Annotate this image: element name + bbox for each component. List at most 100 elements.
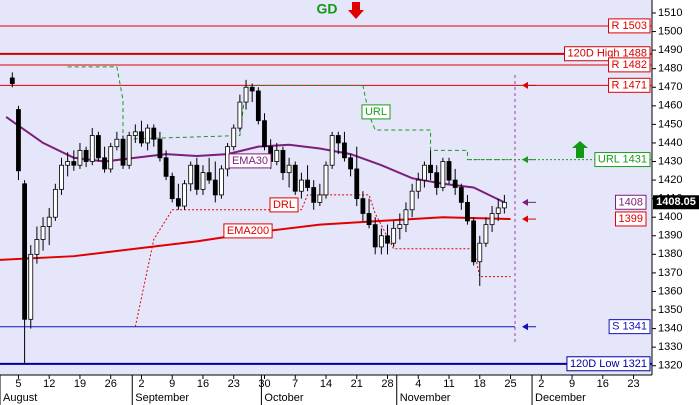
price-marker-label-box (615, 211, 647, 227)
candle-body (477, 242, 483, 263)
candle-body (329, 135, 335, 166)
candle-body (458, 187, 464, 203)
candle-body (495, 207, 501, 214)
candle-body (409, 190, 415, 211)
line-label: URL (365, 106, 387, 118)
x-tick-label: 4 (415, 378, 421, 390)
line-label-box (228, 153, 272, 169)
candle-body (483, 224, 489, 244)
x-tick-label: 19 (74, 378, 86, 390)
level-arrow (522, 323, 528, 331)
level-arrow (522, 215, 528, 223)
y-tick-label: 1350 (658, 304, 682, 316)
level-arrow (522, 198, 528, 206)
candle-body (96, 135, 101, 159)
y-tick-label: 1360 (658, 285, 682, 297)
month-label: October (264, 392, 303, 404)
candle-body (335, 135, 341, 144)
line-label: EMA200 (227, 225, 269, 237)
x-tick-label: 5 (15, 378, 21, 390)
price-marker-label: 1399 (619, 213, 643, 225)
candle-body (40, 226, 46, 240)
candle-body (108, 146, 114, 170)
y-tick-label: 1340 (658, 322, 682, 334)
candle-body (200, 172, 206, 190)
x-tick-label: 26 (105, 378, 117, 390)
candle-body (415, 179, 421, 192)
candle-body (182, 183, 187, 207)
x-tick-label: 23 (627, 378, 639, 390)
x-tick-label: 28 (381, 378, 393, 390)
x-tick-label: 30 (258, 378, 270, 390)
x-tick-label: 11 (443, 378, 454, 390)
month-label: September (135, 392, 189, 404)
candle-body (391, 227, 397, 244)
candle-body (83, 149, 89, 162)
candle-body (16, 109, 21, 172)
candle-body (219, 168, 224, 196)
candle-body (9, 77, 15, 84)
line-label: DRL (273, 199, 295, 211)
y-tick-label: 1510 (658, 7, 682, 19)
y-tick-label: 1330 (658, 341, 682, 353)
candle-body (65, 161, 71, 166)
candle-body (366, 213, 372, 226)
candle-body (262, 120, 267, 148)
candle-body (342, 142, 347, 159)
candle-body (157, 138, 163, 159)
indicator-line (134, 194, 511, 327)
signal-label: GD (317, 1, 338, 17)
x-tick-label: 2 (538, 378, 544, 390)
y-tick-label: 1320 (658, 360, 682, 372)
candle-body (151, 127, 157, 140)
x-tick-label: 9 (569, 378, 575, 390)
y-tick-label: 1490 (658, 44, 682, 56)
line-label-box (361, 104, 391, 120)
candle-body (77, 149, 83, 166)
candle-body (489, 213, 495, 226)
y-tick-label: 1370 (658, 267, 682, 279)
candle-body (280, 149, 286, 174)
candle-body (465, 201, 470, 222)
candle-body (28, 253, 34, 320)
level-arrow (522, 156, 528, 164)
candle-body (378, 235, 384, 248)
candle-body (126, 135, 132, 166)
candle-body (354, 168, 360, 200)
candle-body (194, 164, 200, 190)
candle-body (298, 179, 304, 192)
last-price-box (653, 195, 699, 210)
y-tick-label: 1450 (658, 118, 682, 130)
candle-body (52, 188, 58, 218)
level-label: R 1503 (612, 20, 647, 32)
level-label-box (563, 46, 651, 62)
candle-body (249, 86, 255, 92)
x-tick-label: 16 (597, 378, 609, 390)
x-tick-label: 23 (228, 378, 240, 390)
y-tick-label: 1460 (658, 100, 682, 112)
month-label: December (535, 392, 586, 404)
level-label: 120D Low 1321 (570, 358, 647, 370)
candle-body (348, 157, 354, 170)
candle-body (145, 127, 151, 144)
candle-body (237, 101, 243, 129)
candle-body (231, 127, 237, 148)
candle-body (120, 138, 126, 166)
candle-body (434, 172, 440, 188)
candle-body (385, 235, 390, 244)
y-tick-label: 1380 (658, 248, 682, 260)
y-tick-label: 1470 (658, 81, 682, 93)
x-tick-label: 16 (197, 378, 209, 390)
candle-body (292, 164, 298, 192)
up-arrow-icon (572, 141, 588, 158)
candle-body (89, 135, 95, 162)
candle-body (323, 164, 329, 196)
candle-body (397, 224, 403, 229)
month-label: August (3, 392, 37, 404)
candle-body (440, 161, 446, 188)
x-tick-label: 2 (138, 378, 144, 390)
level-arrow (522, 81, 528, 89)
y-tick-label: 1400 (658, 211, 682, 223)
candle-body (46, 216, 52, 227)
level-label: R 1482 (612, 59, 647, 71)
